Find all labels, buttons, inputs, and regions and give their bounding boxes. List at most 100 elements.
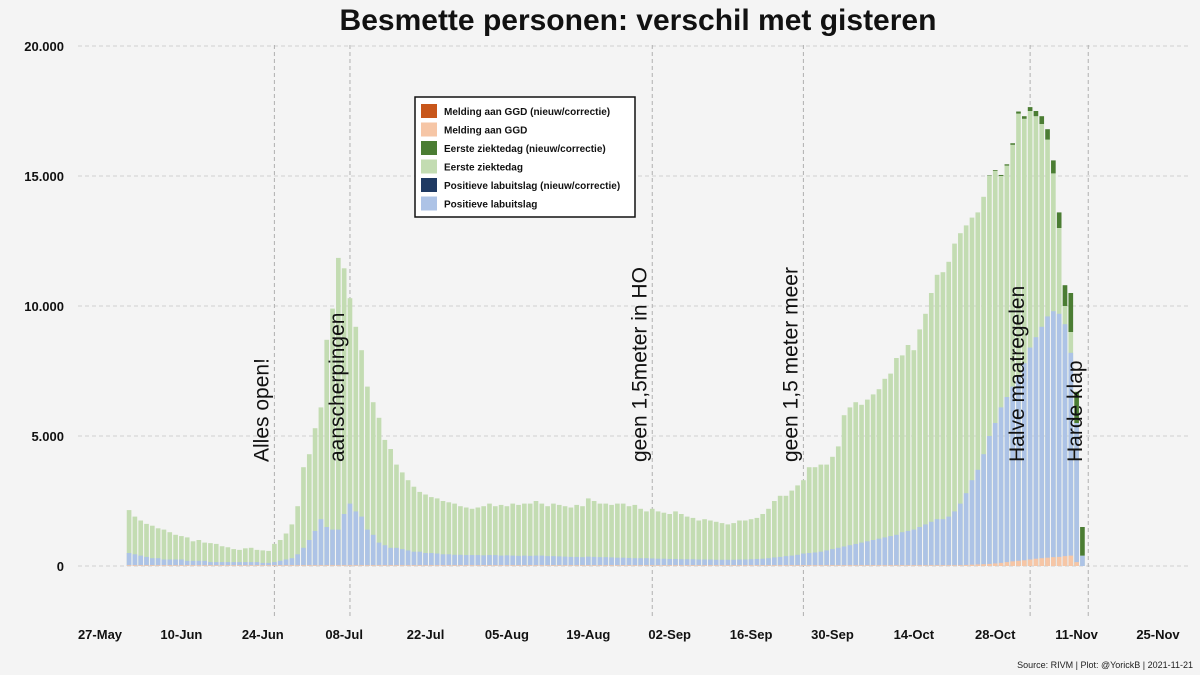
bar-eerste-ziektedag <box>341 268 347 566</box>
bar-melding-ggd <box>370 565 376 566</box>
bar-eerste-ziektedag <box>1016 113 1021 566</box>
bar-eerste-ziektedag <box>184 537 190 566</box>
bar-melding-ggd <box>225 565 231 566</box>
bar-eerste-ziektedag <box>173 534 178 566</box>
bar-eerste-ziektedag <box>545 506 550 566</box>
legend-swatch <box>421 122 437 137</box>
bar-positieve-labuitslag <box>1074 423 1079 566</box>
bar-melding-ggd <box>934 565 940 566</box>
bar-melding-ggd <box>487 565 492 566</box>
bar-melding-ggd <box>928 565 934 566</box>
bar-melding-ggd <box>504 565 510 566</box>
bar-eerste-ziektedag-nieuw <box>1016 111 1021 114</box>
bar-melding-ggd <box>702 565 707 566</box>
bar-eerste-ziektedag <box>272 543 277 566</box>
bar-melding-ggd <box>992 563 998 566</box>
bar-melding-ggd <box>399 565 405 566</box>
x-tick-label: 08-Jul <box>325 627 363 642</box>
bar-eerste-ziektedag <box>144 523 149 566</box>
bar-eerste-ziektedag <box>237 549 242 566</box>
bar-melding-ggd <box>644 565 649 566</box>
bar-melding-ggd <box>615 565 620 566</box>
event-annotations: Alles open! aanscherpingen geen 1,5meter i… <box>250 267 1087 462</box>
bar-melding-ggd <box>719 565 725 566</box>
bar-eerste-ziektedag <box>243 548 248 566</box>
bar-eerste-ziektedag <box>434 498 440 566</box>
bar-melding-ggd <box>876 565 882 566</box>
bar-positieve-labuitslag <box>841 546 847 566</box>
bar-eerste-ziektedag <box>835 446 841 566</box>
bar-melding-ggd <box>376 565 382 566</box>
bar-melding-ggd <box>405 565 411 566</box>
bar-eerste-ziektedag <box>830 456 835 566</box>
bar-positieve-labuitslag <box>801 553 806 566</box>
bar-melding-ggd <box>190 565 196 566</box>
x-tick-label: 22-Jul <box>407 627 445 642</box>
bar-positieve-labuitslag <box>434 553 440 566</box>
bar-eerste-ziektedag <box>969 217 975 566</box>
bar-melding-ggd <box>289 565 295 566</box>
bar-melding-ggd <box>155 565 161 566</box>
bar-eerste-ziektedag <box>469 508 475 566</box>
bar-melding-ggd <box>231 565 237 566</box>
bar-melding-ggd <box>382 565 388 566</box>
bar-melding-ggd <box>888 565 893 566</box>
bar-melding-ggd <box>481 565 486 566</box>
bar-eerste-ziektedag <box>492 506 498 566</box>
bar-positieve-labuitslag <box>835 547 841 566</box>
event-annotation: geen 1,5meter in HO <box>628 267 651 462</box>
bar-positieve-labuitslag <box>429 553 434 566</box>
bar-melding-ggd <box>388 565 393 566</box>
bar-melding-ggd <box>219 565 225 566</box>
bar-eerste-ziektedag <box>783 495 789 566</box>
bar-eerste-ziektedag <box>766 508 771 566</box>
bar-positieve-labuitslag <box>562 556 568 566</box>
bar-eerste-ziektedag <box>795 485 800 566</box>
bar-melding-ggd <box>266 565 271 566</box>
bar-positieve-labuitslag <box>376 542 382 566</box>
bar-melding-ggd <box>539 565 545 566</box>
bar-positieve-labuitslag <box>737 559 742 566</box>
bar-eerste-ziektedag <box>556 504 562 566</box>
bar-melding-ggd <box>1010 561 1015 566</box>
bar-melding-ggd <box>283 565 289 566</box>
bar-melding-ggd <box>341 565 347 566</box>
chart-title: Besmette personen: verschil met gisteren <box>340 4 937 37</box>
bar-positieve-labuitslag <box>522 555 527 566</box>
bar-positieve-labuitslag <box>684 559 690 566</box>
bar-melding-ggd <box>940 565 946 566</box>
bar-melding-ggd <box>649 565 655 566</box>
bar-melding-ggd <box>998 562 1004 566</box>
bar-eerste-ziektedag <box>702 519 707 566</box>
bar-positieve-labuitslag <box>772 557 777 566</box>
bar-eerste-ziektedag <box>684 516 690 566</box>
bar-melding-ggd <box>667 565 673 566</box>
bar-melding-ggd <box>673 565 678 566</box>
bar-positieve-labuitslag <box>1056 313 1062 566</box>
bar-eerste-ziektedag-nieuw <box>1045 129 1050 140</box>
bar-eerste-ziektedag <box>696 520 702 566</box>
bar-melding-ggd <box>248 565 254 566</box>
bar-positieve-labuitslag <box>963 493 969 566</box>
bar-eerste-ziektedag <box>708 520 713 566</box>
bar-positieve-labuitslag <box>475 555 481 566</box>
bar-eerste-ziektedag-nieuw <box>1004 164 1010 166</box>
bar-melding-ggd <box>574 565 580 566</box>
bar-melding-ggd <box>533 565 539 566</box>
bar-positieve-labuitslag <box>504 555 510 566</box>
bar-eerste-ziektedag-nieuw <box>1062 285 1068 306</box>
bar-positieve-labuitslag <box>196 560 202 566</box>
bar-eerste-ziektedag <box>894 358 899 566</box>
bar-eerste-ziektedag <box>597 503 603 566</box>
event-annotation: Alles open! <box>250 358 273 462</box>
bar-eerste-ziektedag <box>865 399 870 566</box>
bar-melding-ggd <box>469 565 475 566</box>
bar-melding-ggd <box>835 565 841 566</box>
bar-melding-ggd <box>144 565 149 566</box>
bar-positieve-labuitslag <box>208 562 213 566</box>
bar-eerste-ziektedag <box>411 486 417 566</box>
bar-eerste-ziektedag <box>347 298 353 566</box>
x-tick-label: 02-Sep <box>648 627 691 642</box>
bar-positieve-labuitslag <box>824 550 829 566</box>
legend-label: Melding aan GGD (nieuw/correctie) <box>444 107 610 118</box>
